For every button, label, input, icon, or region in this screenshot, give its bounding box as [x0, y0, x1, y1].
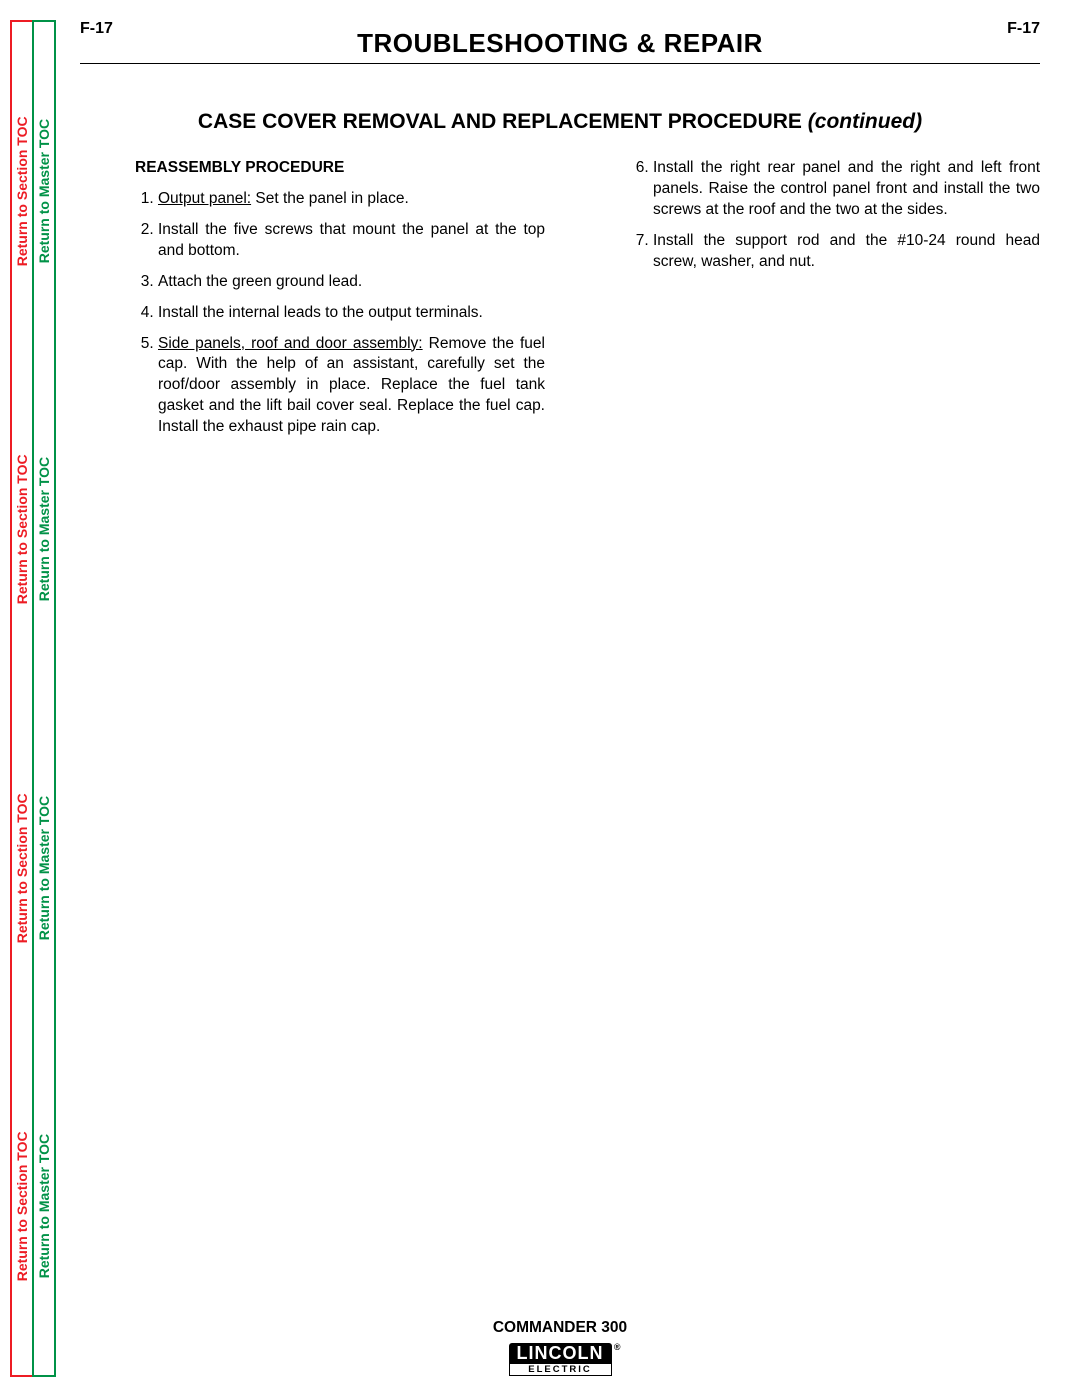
page-footer: COMMANDER 300 LINCOLN ® ELECTRIC: [80, 1319, 1040, 1377]
section-title-main: CASE COVER REMOVAL AND REPLACEMENT PROCE…: [198, 110, 802, 133]
left-steps-list: Output panel: Set the panel in place. In…: [80, 189, 545, 438]
section-toc-link[interactable]: Return to Section TOC: [12, 1037, 32, 1375]
content-columns: REASSEMBLY PROCEDURE Output panel: Set t…: [80, 158, 1040, 448]
section-title-suffix: (continued): [808, 110, 922, 133]
header-title: TROUBLESHOOTING & REPAIR: [80, 20, 1040, 64]
logo-top-text: LINCOLN ®: [509, 1343, 612, 1363]
list-item: Attach the green ground lead.: [158, 272, 545, 293]
left-column: REASSEMBLY PROCEDURE Output panel: Set t…: [80, 158, 545, 448]
right-column: Install the right rear panel and the rig…: [575, 158, 1040, 448]
step-underlined: Output panel:: [158, 190, 251, 207]
section-toc-link[interactable]: Return to Section TOC: [12, 22, 32, 360]
list-item: Install the internal leads to the output…: [158, 303, 545, 324]
master-toc-link[interactable]: Return to Master TOC: [34, 1037, 54, 1375]
master-toc-link[interactable]: Return to Master TOC: [34, 22, 54, 360]
step-text: Install the five screws that mount the p…: [158, 221, 545, 259]
right-steps-list: Install the right rear panel and the rig…: [575, 158, 1040, 273]
list-item: Install the right rear panel and the rig…: [653, 158, 1040, 221]
step-text: Install the right rear panel and the rig…: [653, 159, 1040, 218]
page-number-left: F-17: [80, 20, 113, 38]
list-item: Install the five screws that mount the p…: [158, 220, 545, 262]
step-underlined: Side panels, roof and door assembly:: [158, 335, 423, 352]
footer-product-name: COMMANDER 300: [80, 1319, 1040, 1337]
step-text: Attach the green ground lead.: [158, 273, 362, 290]
page-header: F-17 F-17 TROUBLESHOOTING & REPAIR: [80, 20, 1040, 68]
step-text: Install the support rod and the #10-24 r…: [653, 232, 1040, 270]
list-item: Output panel: Set the panel in place.: [158, 189, 545, 210]
section-title: CASE COVER REMOVAL AND REPLACEMENT PROCE…: [80, 110, 1040, 134]
section-toc-link[interactable]: Return to Section TOC: [12, 360, 32, 698]
page-number-right: F-17: [1007, 20, 1040, 38]
step-text: Set the panel in place.: [251, 190, 409, 207]
list-item: Side panels, roof and door assembly: Rem…: [158, 334, 545, 439]
master-toc-link[interactable]: Return to Master TOC: [34, 360, 54, 698]
page-content: F-17 F-17 TROUBLESHOOTING & REPAIR CASE …: [80, 20, 1040, 1377]
logo-brand: LINCOLN: [517, 1343, 604, 1363]
list-item: Install the support rod and the #10-24 r…: [653, 231, 1040, 273]
section-toc-column: Return to Section TOC Return to Section …: [10, 20, 34, 1377]
section-toc-link[interactable]: Return to Section TOC: [12, 699, 32, 1037]
registered-icon: ®: [614, 1343, 622, 1352]
step-text: Install the internal leads to the output…: [158, 304, 483, 321]
procedure-heading: REASSEMBLY PROCEDURE: [135, 158, 545, 179]
master-toc-column: Return to Master TOC Return to Master TO…: [32, 20, 56, 1377]
logo-bottom-text: ELECTRIC: [509, 1363, 612, 1376]
master-toc-link[interactable]: Return to Master TOC: [34, 699, 54, 1037]
lincoln-logo: LINCOLN ® ELECTRIC: [509, 1343, 612, 1376]
side-nav-tabs: Return to Section TOC Return to Section …: [10, 20, 58, 1377]
